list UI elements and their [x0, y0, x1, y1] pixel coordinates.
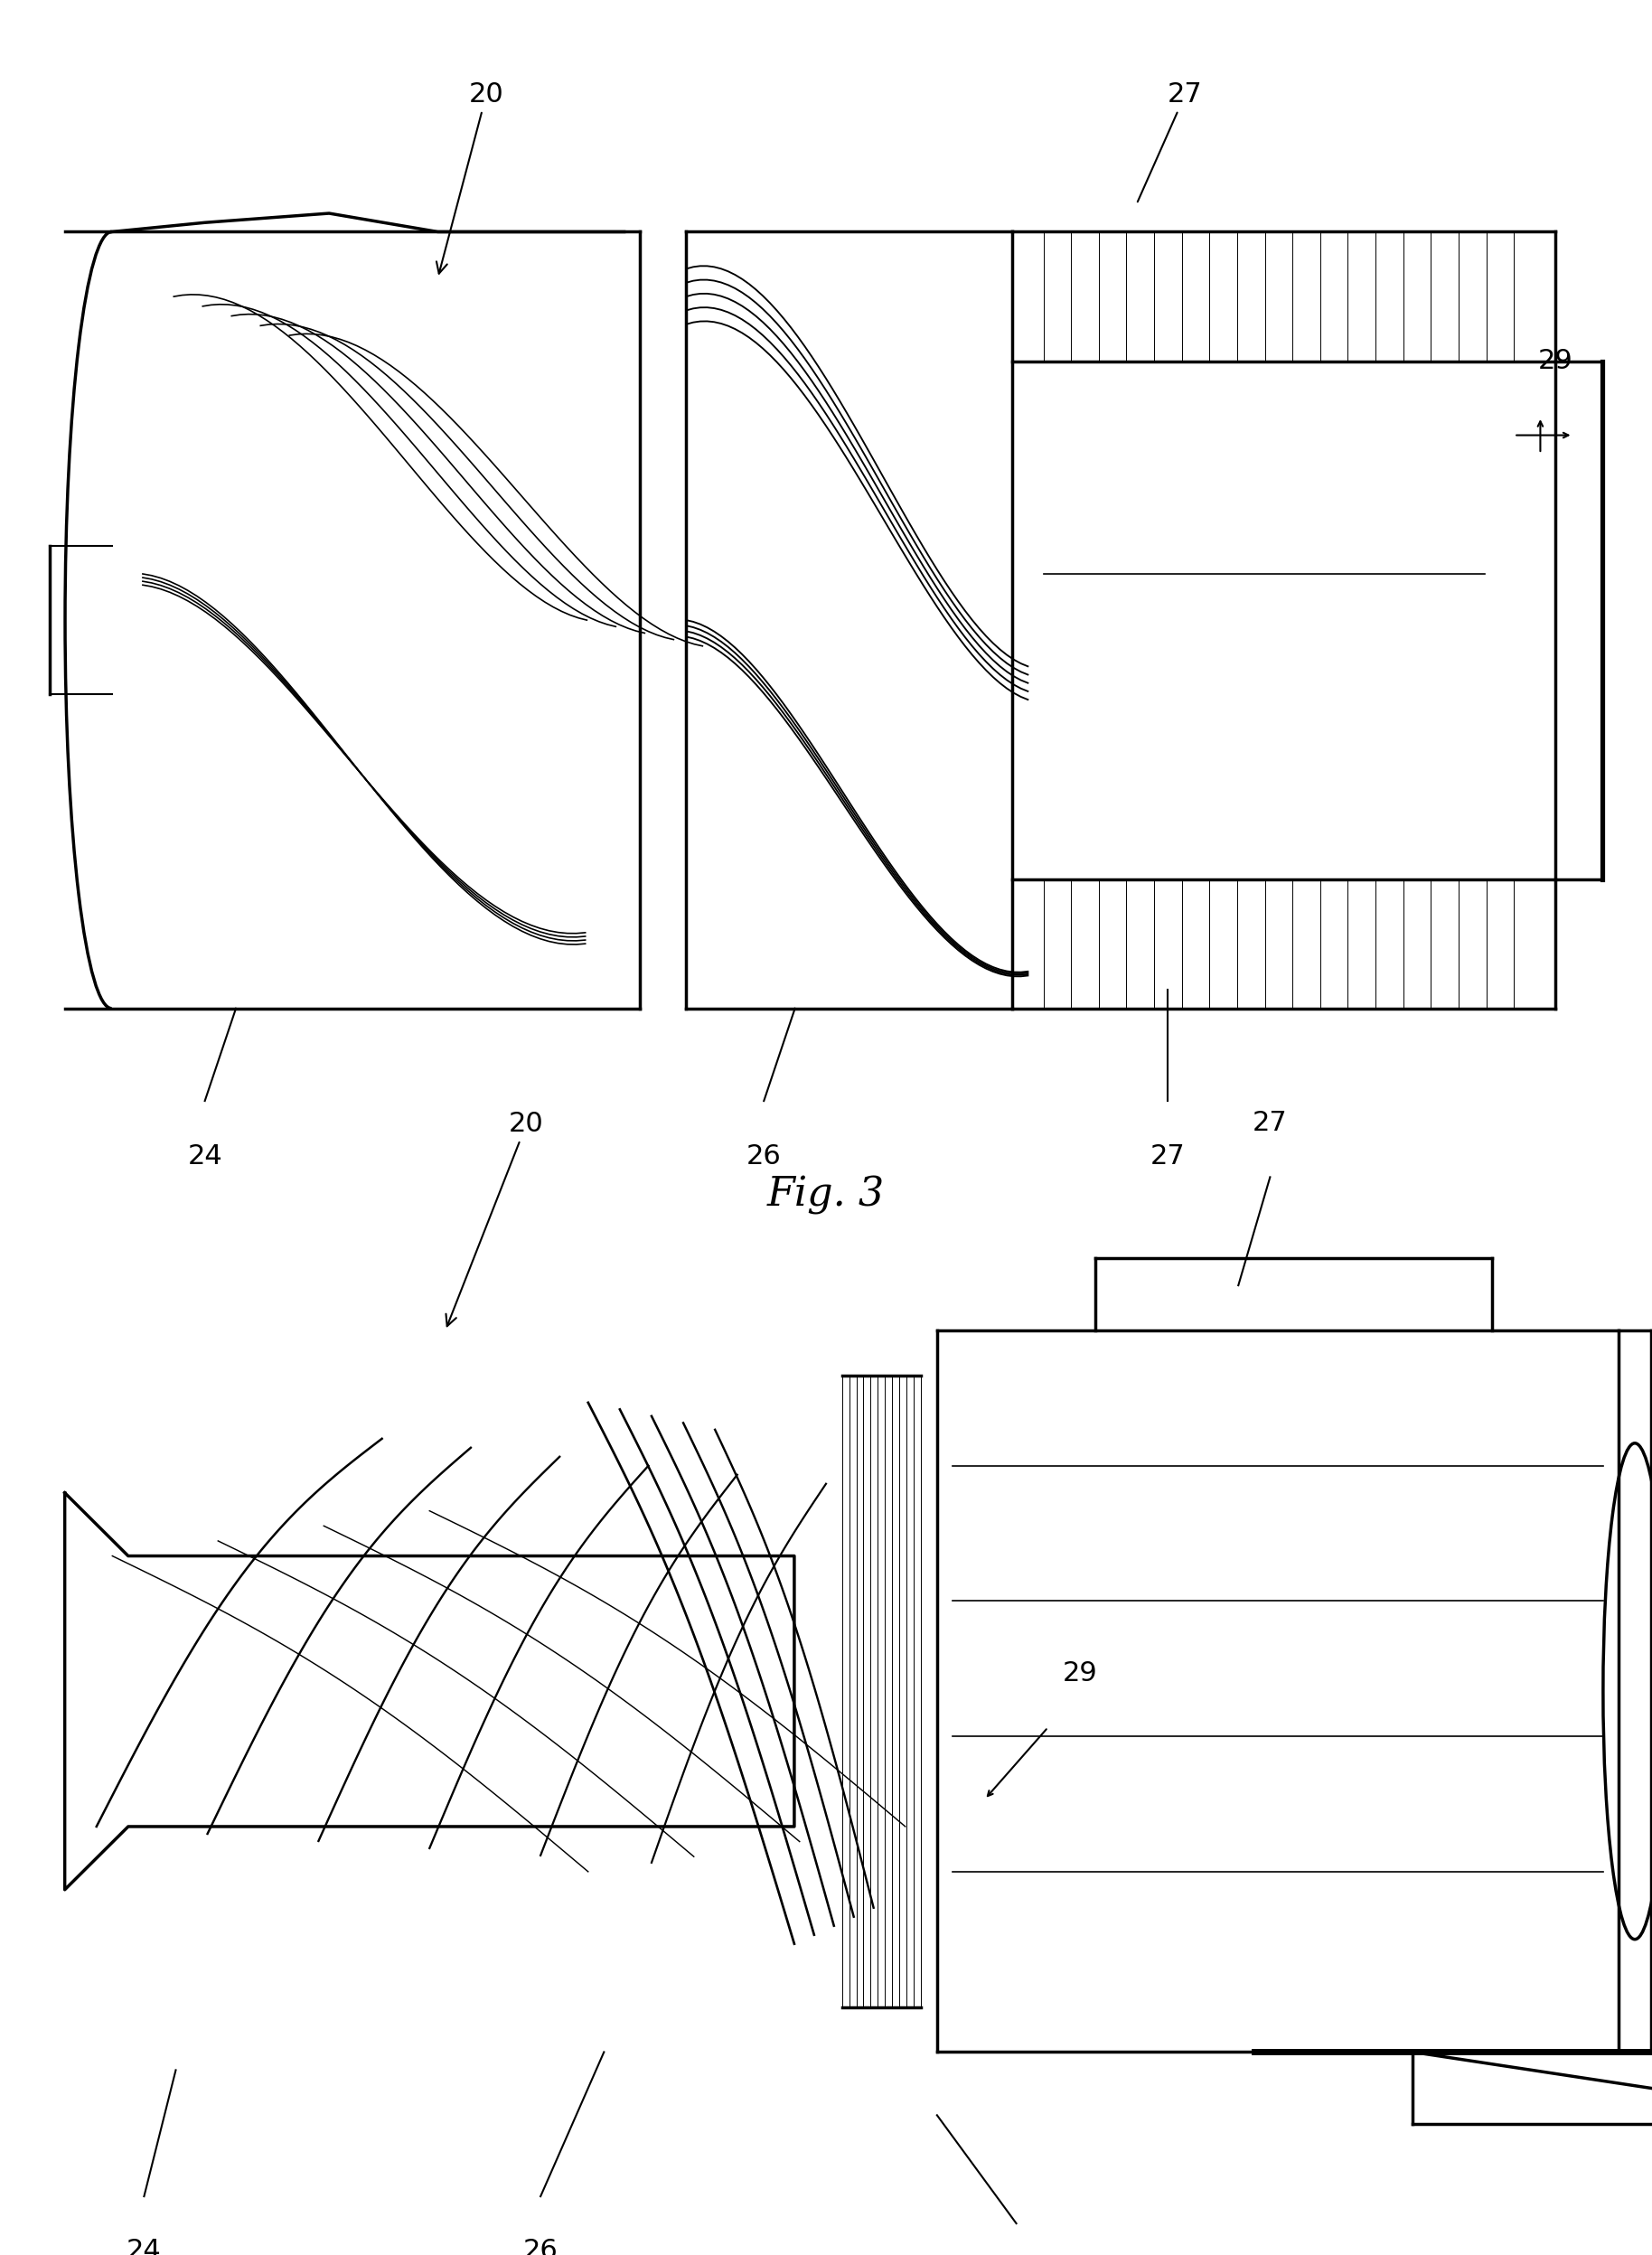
Text: 20: 20 [436, 81, 504, 273]
Text: 29: 29 [1062, 1660, 1097, 1687]
Text: 26: 26 [747, 1143, 781, 1170]
Text: 24: 24 [187, 1143, 223, 1170]
Text: 29: 29 [1538, 347, 1573, 374]
Text: 24: 24 [127, 2237, 162, 2255]
Text: 26: 26 [524, 2237, 558, 2255]
Text: 20: 20 [446, 1112, 544, 1326]
Text: 27: 27 [1150, 1143, 1184, 1170]
Text: 27: 27 [1138, 81, 1203, 201]
Text: 27: 27 [1252, 1109, 1287, 1137]
Text: Fig. 3: Fig. 3 [767, 1175, 885, 1215]
